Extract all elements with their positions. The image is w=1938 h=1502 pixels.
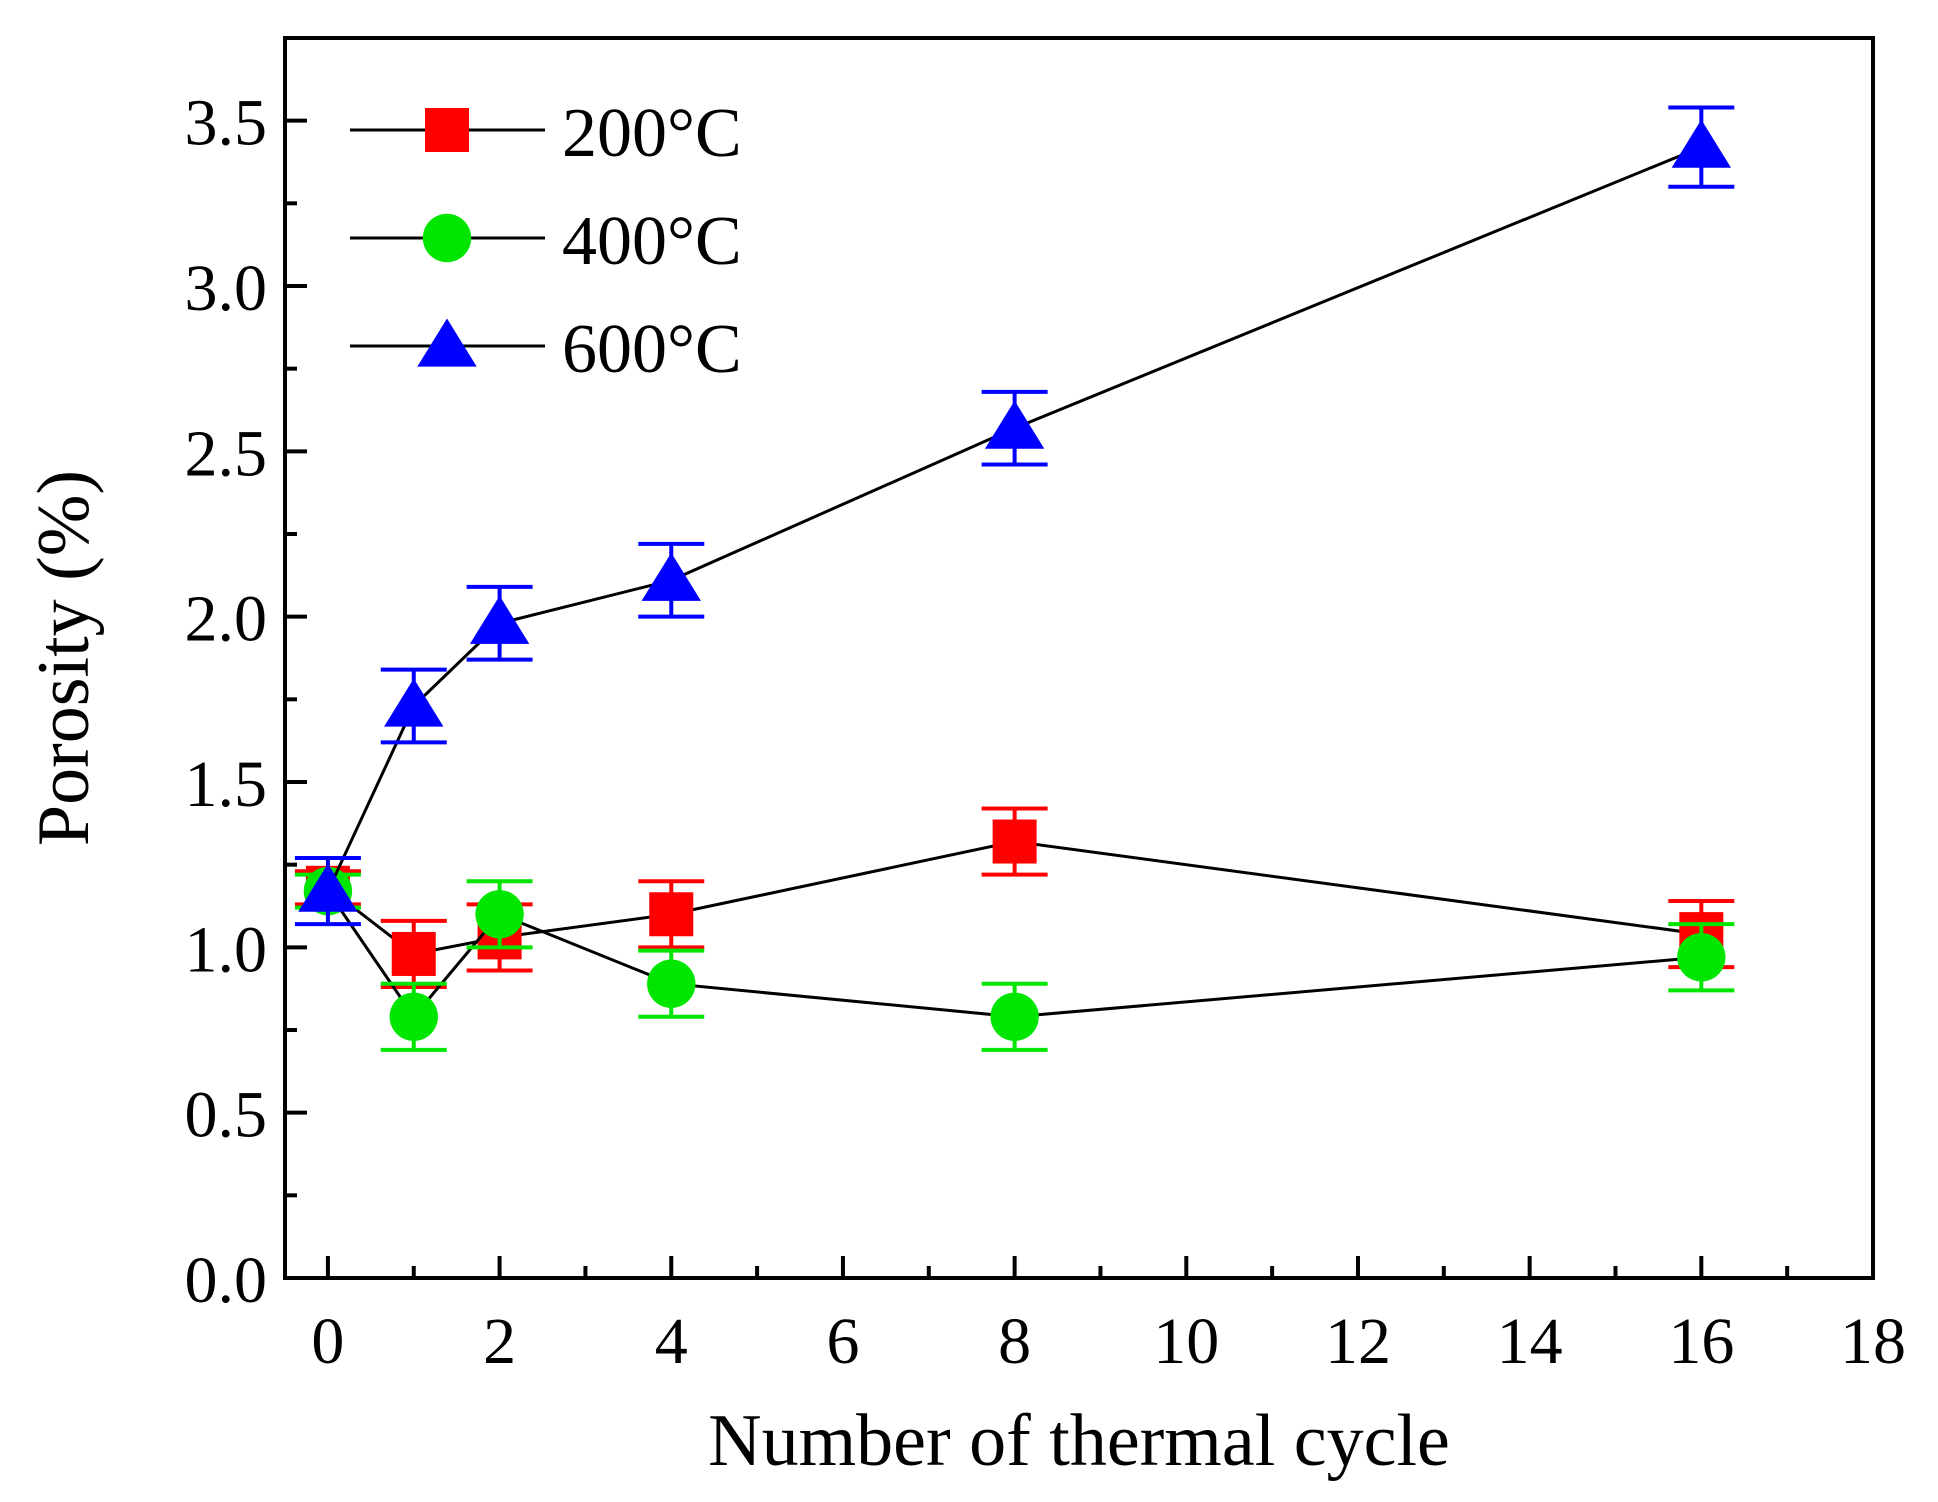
- x-tick-label: 4: [655, 1305, 688, 1378]
- y-tick-label: 0.5: [185, 1079, 268, 1152]
- x-tick-label: 0: [311, 1305, 344, 1378]
- circle-marker: [1677, 933, 1726, 982]
- x-tick-label: 12: [1325, 1305, 1391, 1378]
- square-marker: [649, 892, 694, 937]
- x-tick-label: 18: [1840, 1305, 1906, 1378]
- legend-label: 200°C: [562, 95, 742, 172]
- legend-entry: 600°C: [350, 311, 742, 388]
- x-tick-label: 8: [998, 1305, 1031, 1378]
- legend-label: 600°C: [562, 311, 742, 388]
- y-tick-label: 2.0: [185, 583, 268, 656]
- axes-layer: 0 2 4 6 8 10 12 14 16 18 0.0 0.5 1.0 1.5 2.0 2.5 3.0 3.5: [185, 87, 1907, 1378]
- legend-label: 400°C: [562, 203, 742, 280]
- y-tick-label: 1.0: [185, 913, 268, 986]
- triangle-marker: [298, 863, 358, 912]
- y-tick-label: 3.0: [185, 252, 268, 325]
- plot-frame: [283, 36, 1875, 1280]
- x-tick-label: 6: [826, 1305, 859, 1378]
- legend-entry: 200°C: [350, 95, 742, 172]
- square-marker: [425, 108, 469, 152]
- series-2: [294, 105, 1735, 927]
- x-tick-label: 10: [1153, 1305, 1219, 1378]
- x-tick-label: 14: [1497, 1305, 1563, 1378]
- x-tick-label: 16: [1668, 1305, 1734, 1378]
- y-axis-title: Porosity (%): [23, 470, 105, 846]
- y-tick-label: 2.5: [185, 417, 268, 490]
- triangle-marker: [641, 552, 701, 601]
- circle-marker: [422, 213, 472, 263]
- legend-entry: 400°C: [350, 203, 742, 280]
- legend: 200°C 400°C 600°C: [350, 95, 742, 388]
- x-tick-label: 2: [483, 1305, 516, 1378]
- circle-marker: [647, 959, 696, 1008]
- y-tick-label: 1.5: [185, 748, 268, 821]
- series-1: [294, 866, 1735, 1052]
- triangle-marker: [984, 400, 1045, 449]
- circle-marker: [389, 992, 438, 1041]
- triangle-marker: [469, 595, 530, 644]
- series-layer: [294, 105, 1735, 1052]
- circle-marker: [475, 890, 524, 939]
- triangle-marker: [417, 318, 477, 367]
- series-line: [326, 145, 1702, 892]
- x-axis-title: Number of thermal cycle: [708, 1400, 1450, 1482]
- triangle-marker: [384, 678, 444, 727]
- triangle-marker: [1671, 119, 1732, 168]
- square-marker: [992, 819, 1037, 864]
- circle-marker: [990, 992, 1039, 1041]
- y-tick-label: 3.5: [185, 87, 268, 160]
- square-marker: [391, 931, 436, 976]
- series-line: [326, 890, 1702, 1020]
- y-tick-label: 0.0: [185, 1244, 268, 1317]
